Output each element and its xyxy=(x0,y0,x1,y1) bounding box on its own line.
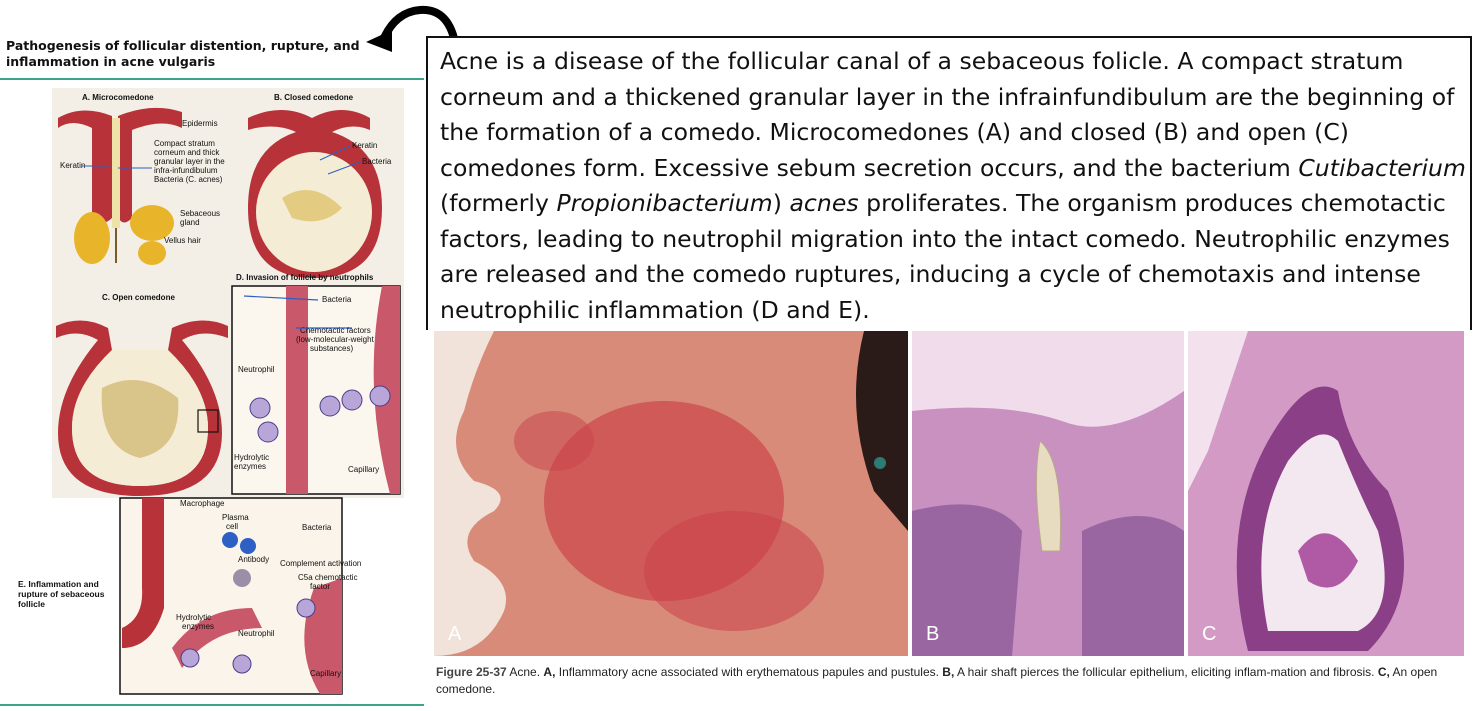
label-bacteria-b: Bacteria xyxy=(362,157,392,166)
label-bacteria-e: Bacteria xyxy=(302,523,332,532)
label-epidermis: Epidermis xyxy=(182,119,218,128)
caption-text-4: An open comedone. xyxy=(436,665,1438,696)
label-vellus-hair: Vellus hair xyxy=(164,236,201,245)
photo-label-a: A xyxy=(448,623,462,645)
label-cell: cell xyxy=(226,522,238,531)
panel-e-inflammation-rupture: Macrophage Plasma cell Bacteria Antibody… xyxy=(119,497,361,695)
label-capillary-d: Capillary xyxy=(348,465,379,474)
photo-label-b: B xyxy=(926,623,940,645)
label-capillary-e: Capillary xyxy=(310,669,341,678)
caption-label-c: C, xyxy=(1377,665,1390,679)
explanation-paragraph: Acne is a disease of the follicular cana… xyxy=(440,44,1470,328)
text-part-1: Acne is a disease of the follicular cana… xyxy=(440,47,1455,182)
label-chemotactic-factors: Chemotactic factors xyxy=(300,326,371,335)
caption-text-2: Inflammatory acne associated with erythe… xyxy=(555,665,943,679)
label-neutrophil-e: Neutrophil xyxy=(238,629,275,638)
panel-a-heading: A. Microcomedone xyxy=(82,93,154,102)
panel-a-microcomedone: A. Microcomedone Epidermis Compact strat… xyxy=(58,93,225,265)
panel-d-heading: D. Invasion of follicle by neutrophils xyxy=(236,273,374,282)
curved-arrow-icon xyxy=(362,4,462,54)
label-hydrolytic-e: Hydrolytic xyxy=(176,613,211,622)
label-bacteria-d: Bacteria xyxy=(322,295,352,304)
caption-text-1: Acne. xyxy=(506,665,544,679)
label-factor: factor xyxy=(310,582,330,591)
label-antibody: Antibody xyxy=(238,555,269,564)
caption-figure-number: Figure 25-37 xyxy=(436,665,507,679)
photo-c-histology: C xyxy=(1188,331,1464,656)
explanation-textbox: Acne is a disease of the follicular cana… xyxy=(426,36,1472,330)
diagram-title: Pathogenesis of follicular distention, r… xyxy=(6,38,360,69)
text-part-2: (formerly xyxy=(440,189,557,217)
clinical-photos: A B C xyxy=(434,331,1464,656)
label-complement-activation: Complement activation xyxy=(280,559,361,568)
photo-label-c: C xyxy=(1202,623,1217,645)
label-enzymes-e: enzymes xyxy=(182,622,214,631)
text-part-3: ) xyxy=(772,189,790,217)
text-italic-acnes: acnes xyxy=(789,189,859,217)
text-italic-propionibacterium: Propionibacterium xyxy=(556,189,773,217)
label-neutrophil-d: Neutrophil xyxy=(238,365,275,374)
label-keratin-b: Keratin xyxy=(352,141,377,150)
label-macrophage: Macrophage xyxy=(180,499,225,508)
panel-d-neutrophil-invasion: D. Invasion of follicle by neutrophils B… xyxy=(231,273,401,495)
text-italic-cutibacterium: Cutibacterium xyxy=(1298,153,1466,182)
panel-e-heading: E. Inflammation and rupture of sebaceous… xyxy=(18,579,105,609)
label-infra-infundibulum: infra-infundibulum xyxy=(154,166,218,175)
figure-caption: Figure 25-37 Acne. A, Inflammatory acne … xyxy=(436,664,1466,698)
label-granular-layer: granular layer in the xyxy=(154,157,225,166)
label-substances: substances) xyxy=(310,344,353,353)
label-bacteria-acnes: Bacteria (C. acnes) xyxy=(154,175,223,184)
caption-label-b: B, xyxy=(942,665,955,679)
label-gland: gland xyxy=(180,218,200,227)
photo-a-face: A xyxy=(434,331,908,656)
text-part-4: proliferates. The organism produces chem… xyxy=(440,189,1450,324)
photo-b-histology: B xyxy=(912,331,1184,656)
panel-b-closed-comedone: B. Closed comedone Keratin Bacteria xyxy=(248,93,392,278)
caption-text-3: A hair shaft pierces the follicular epit… xyxy=(954,665,1378,679)
label-plasma: Plasma xyxy=(222,513,249,522)
panel-b-heading: B. Closed comedone xyxy=(274,93,354,102)
caption-label-a: A, xyxy=(543,665,556,679)
top-divider xyxy=(0,78,424,80)
label-compact-stratum: Compact stratum xyxy=(154,139,215,148)
pathogenesis-diagram: A. Microcomedone Epidermis Compact strat… xyxy=(52,88,404,700)
label-corneum-thick: corneum and thick xyxy=(154,148,220,157)
label-enzymes-d: enzymes xyxy=(234,462,266,471)
label-low-molecular: (low-molecular-weight xyxy=(296,335,375,344)
label-sebaceous: Sebaceous xyxy=(180,209,220,218)
panel-c-open-comedone: C. Open comedone xyxy=(56,293,228,496)
bottom-divider xyxy=(0,704,424,706)
label-c5a: C5a chemotactic xyxy=(298,573,358,582)
label-hydrolytic-d: Hydrolytic xyxy=(234,453,269,462)
panel-c-heading: C. Open comedone xyxy=(102,293,175,302)
label-keratin-a: Keratin xyxy=(60,161,85,170)
